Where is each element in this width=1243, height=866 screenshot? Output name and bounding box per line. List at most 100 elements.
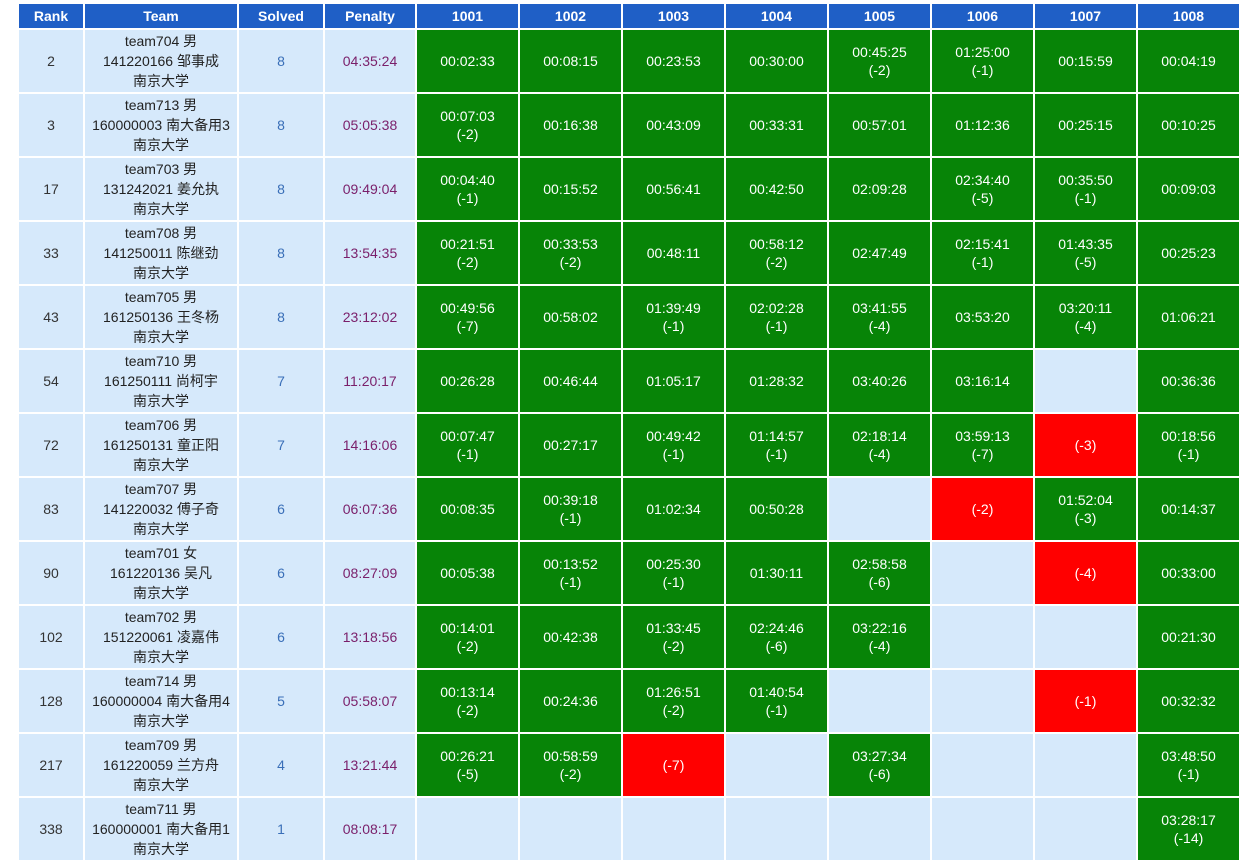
problem-cell-1006 — [932, 542, 1033, 604]
problem-cell-1001: 00:07:47 (-1) — [417, 414, 518, 476]
wrong-tries: (-2) — [456, 254, 479, 270]
team-member: 161250131 童正阳 — [103, 437, 219, 453]
header-problem-1008[interactable]: 1008 — [1138, 4, 1239, 28]
team-id: team711 男 — [125, 801, 197, 817]
team-cell: team705 男 161250136 王冬杨 南京大学 — [85, 286, 237, 348]
header-problem-1001[interactable]: 1001 — [417, 4, 518, 28]
wrong-tries: (-7) — [971, 446, 994, 462]
team-cell: team710 男 161250111 尚柯宇 南京大学 — [85, 350, 237, 412]
header-rank[interactable]: Rank — [19, 4, 83, 28]
submit-time: 00:14:37 — [1161, 501, 1216, 517]
team-school: 南京大学 — [133, 585, 189, 601]
header-problem-1003[interactable]: 1003 — [623, 4, 724, 28]
wrong-tries: (-2) — [559, 254, 582, 270]
submit-time: 03:20:11 — [1058, 300, 1113, 316]
solved-cell: 8 — [239, 94, 323, 156]
header-problem-1004[interactable]: 1004 — [726, 4, 827, 28]
problem-cell-1001: 00:14:01 (-2) — [417, 606, 518, 668]
problem-cell-1004: 01:40:54 (-1) — [726, 670, 827, 732]
wrong-tries: (-1) — [971, 254, 994, 270]
problem-cell-1001: 00:21:51 (-2) — [417, 222, 518, 284]
problem-cell-1006 — [932, 606, 1033, 668]
problem-cell-1005: 03:40:26 — [829, 350, 930, 412]
problem-cell-1003: 00:49:42 (-1) — [623, 414, 724, 476]
table-row: 338 team711 男 160000001 南大备用1 南京大学 1 08:08:17… — [19, 798, 1239, 860]
wrong-tries: (-5) — [456, 766, 479, 782]
problem-cell-1005 — [829, 670, 930, 732]
wrong-tries: (-7) — [662, 757, 685, 773]
solved-cell: 6 — [239, 542, 323, 604]
problem-cell-1002: 00:46:44 — [520, 350, 621, 412]
submit-time: 00:23:53 — [646, 53, 701, 69]
wrong-tries: (-1) — [971, 62, 994, 78]
submit-time: 02:18:14 — [852, 428, 907, 444]
rank-cell: 217 — [19, 734, 83, 796]
problem-cell-1003: 00:25:30 (-1) — [623, 542, 724, 604]
submit-time: 01:40:54 — [749, 684, 804, 700]
wrong-tries: (-1) — [1177, 446, 1200, 462]
solved-cell: 8 — [239, 222, 323, 284]
team-member: 161220136 吴凡 — [110, 565, 212, 581]
problem-cell-1003: 01:33:45 (-2) — [623, 606, 724, 668]
submit-time: 00:26:21 — [440, 748, 495, 764]
submit-time: 00:56:41 — [646, 181, 701, 197]
problem-cell-1003: 00:56:41 — [623, 158, 724, 220]
header-problem-1007[interactable]: 1007 — [1035, 4, 1136, 28]
submit-time: 00:10:25 — [1161, 117, 1216, 133]
problem-cell-1005: 00:45:25 (-2) — [829, 30, 930, 92]
problem-cell-1008: 00:21:30 — [1138, 606, 1239, 668]
team-member: 161220059 兰方舟 — [103, 757, 219, 773]
problem-cell-1002: 00:13:52 (-1) — [520, 542, 621, 604]
problem-cell-1001: 00:26:21 (-5) — [417, 734, 518, 796]
wrong-tries: (-4) — [1074, 318, 1097, 334]
header-solved[interactable]: Solved — [239, 4, 323, 28]
submit-time: 00:33:53 — [543, 236, 598, 252]
submit-time: 00:42:38 — [543, 629, 598, 645]
problem-cell-1004 — [726, 734, 827, 796]
problem-cell-1005: 03:41:55 (-4) — [829, 286, 930, 348]
header-penalty[interactable]: Penalty — [325, 4, 415, 28]
team-id: team707 男 — [124, 481, 198, 497]
problem-cell-1006 — [932, 734, 1033, 796]
problem-cell-1003: 00:43:09 — [623, 94, 724, 156]
submit-time: 00:09:03 — [1161, 181, 1216, 197]
submit-time: 01:05:17 — [646, 373, 701, 389]
team-member: 161250136 王冬杨 — [103, 309, 219, 325]
problem-cell-1008: 00:04:19 — [1138, 30, 1239, 92]
problem-cell-1004: 01:14:57 (-1) — [726, 414, 827, 476]
header-problem-1006[interactable]: 1006 — [932, 4, 1033, 28]
submit-time: 03:48:50 — [1161, 748, 1216, 764]
wrong-tries: (-7) — [456, 318, 479, 334]
submit-time: 00:36:36 — [1161, 373, 1216, 389]
team-school: 南京大学 — [133, 265, 189, 281]
wrong-tries: (-2) — [456, 126, 479, 142]
problem-cell-1007: 00:25:15 — [1035, 94, 1136, 156]
problem-cell-1002: 00:39:18 (-1) — [520, 478, 621, 540]
wrong-tries: (-4) — [1074, 565, 1097, 581]
submit-time: 00:57:01 — [852, 117, 907, 133]
wrong-tries: (-4) — [868, 638, 891, 654]
submit-time: 02:34:40 — [955, 172, 1010, 188]
wrong-tries: (-1) — [662, 446, 685, 462]
submit-time: 00:25:30 — [646, 556, 701, 572]
solved-cell: 6 — [239, 606, 323, 668]
header-problem-1002[interactable]: 1002 — [520, 4, 621, 28]
penalty-cell: 05:58:07 — [325, 670, 415, 732]
problem-cell-1006 — [932, 798, 1033, 860]
solved-cell: 8 — [239, 30, 323, 92]
submit-time: 01:12:36 — [955, 117, 1010, 133]
problem-cell-1007 — [1035, 798, 1136, 860]
problem-cell-1006: 01:12:36 — [932, 94, 1033, 156]
problem-cell-1007: (-1) — [1035, 670, 1136, 732]
problem-cell-1006 — [932, 670, 1033, 732]
submit-time: 01:02:34 — [646, 501, 701, 517]
submit-time: 00:08:15 — [543, 53, 598, 69]
submit-time: 00:35:50 — [1058, 172, 1113, 188]
penalty-cell: 08:08:17 — [325, 798, 415, 860]
rank-cell: 83 — [19, 478, 83, 540]
problem-cell-1001: 00:08:35 — [417, 478, 518, 540]
problem-cell-1003: 01:05:17 — [623, 350, 724, 412]
header-team[interactable]: Team — [85, 4, 237, 28]
problem-cell-1005 — [829, 478, 930, 540]
header-problem-1005[interactable]: 1005 — [829, 4, 930, 28]
